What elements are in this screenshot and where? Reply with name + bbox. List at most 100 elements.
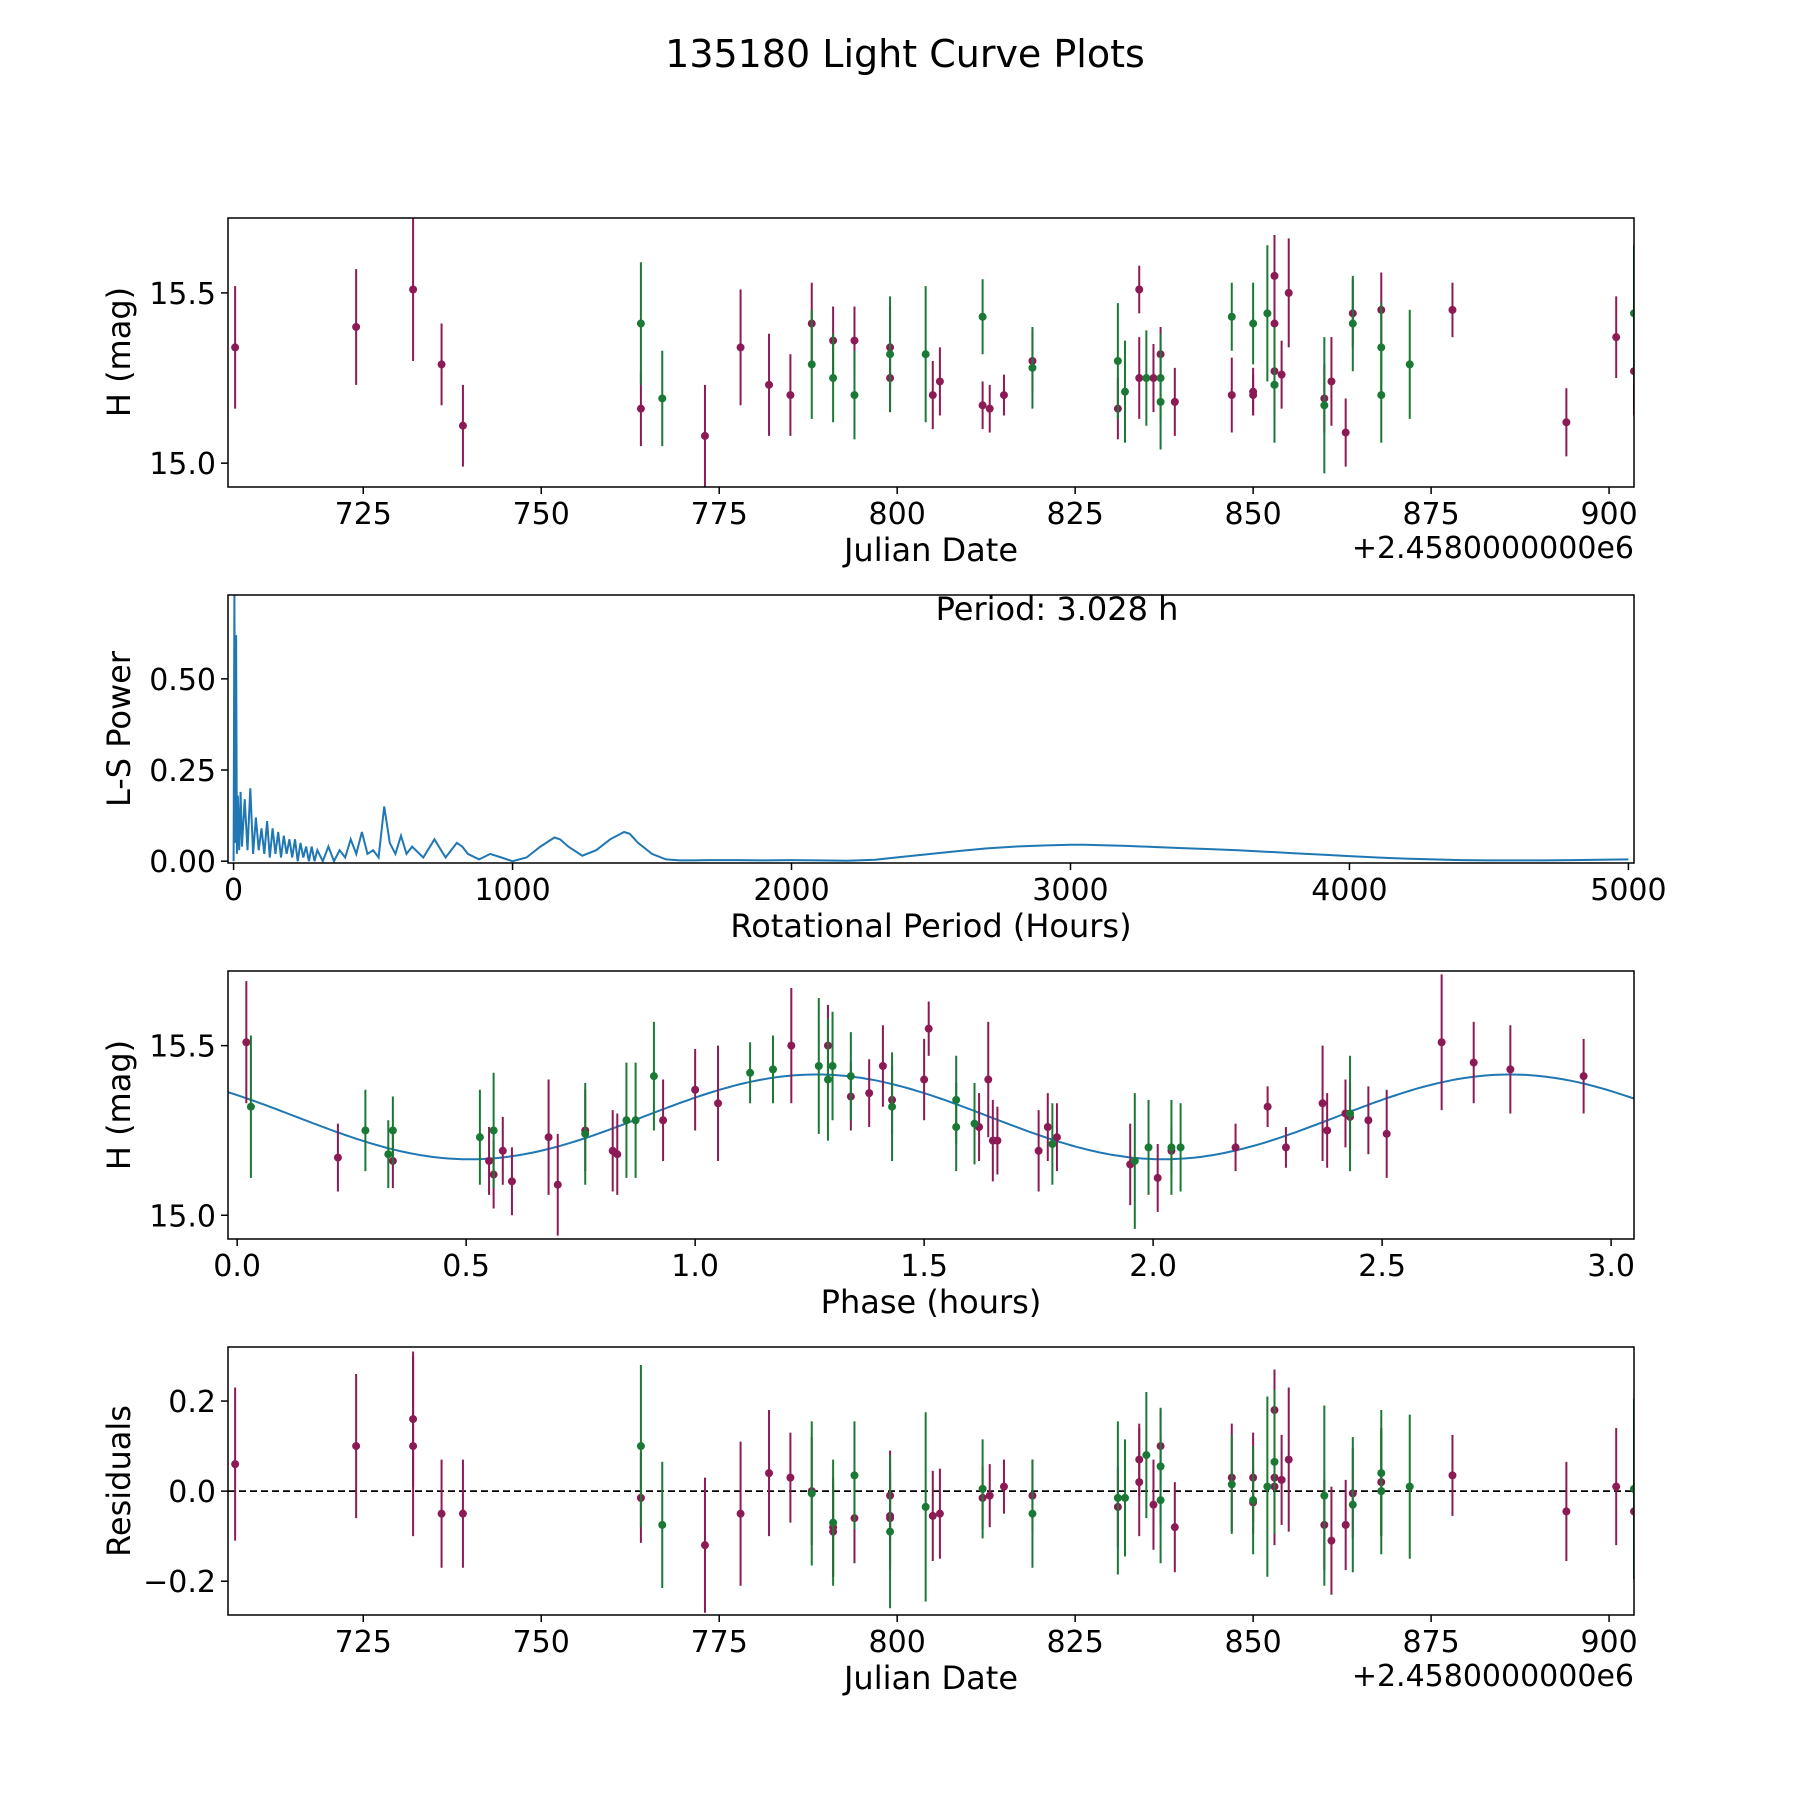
residuals-ytick-label: 0.0 [168, 1475, 216, 1510]
residuals-offset-text: +2.4580000000e6 [1352, 1659, 1634, 1694]
lightcurve-green-point [1263, 309, 1272, 318]
residuals-purple-point [231, 1460, 240, 1469]
lightcurve-offset-text: +2.4580000000e6 [1352, 531, 1634, 566]
lightcurve-plot-area [231, 218, 1634, 487]
phased-purple-point [787, 1041, 796, 1050]
lightcurve-xtick-label: 825 [1047, 497, 1104, 532]
lightcurve-xlabel: Julian Date [842, 531, 1018, 569]
residuals-xtick-label: 875 [1402, 1625, 1459, 1660]
phased-xtick-label: 0.5 [442, 1249, 490, 1284]
residuals-purple-point [1341, 1520, 1350, 1529]
residuals-green-point [1320, 1491, 1329, 1500]
phased-frame [227, 970, 1635, 1240]
phased-purple-point [1281, 1143, 1290, 1152]
periodogram-panel: 0 1000 2000 3000 4000 5000 0.00 0.25 0.50 Period… [100, 590, 1667, 945]
phased-purple-point [1318, 1099, 1327, 1108]
phased-purple-point [1263, 1102, 1272, 1111]
phased-purple-point [1437, 1038, 1446, 1047]
phased-green-point [384, 1150, 393, 1159]
periodogram-power-line [232, 595, 1629, 863]
phased-green-point [846, 1072, 855, 1081]
phased-ylabel: H (mag) [100, 1040, 138, 1170]
residuals-green-point [636, 1442, 645, 1451]
residuals-purple-point [786, 1473, 795, 1482]
phased-green-point [388, 1126, 397, 1135]
lightcurve-frame [227, 217, 1635, 488]
figure-title: 135180 Light Curve Plots [665, 32, 1145, 76]
phased-green-point [814, 1061, 823, 1070]
lightcurve-purple-point [928, 391, 937, 400]
lightcurve-purple-point [1149, 374, 1158, 383]
phased-xtick-label: 1.5 [900, 1249, 948, 1284]
lightcurve-purple-point [935, 377, 944, 386]
phased-green-point [746, 1068, 755, 1077]
residuals-purple-point [935, 1509, 944, 1518]
phased-green-point [246, 1102, 255, 1111]
phased-purple-point [920, 1075, 929, 1084]
residuals-purple-point [352, 1442, 361, 1451]
residuals-xtick-label: 750 [513, 1625, 570, 1660]
lightcurve-purple-point [1277, 370, 1286, 379]
lightcurve-ytick-label: 15.0 [149, 447, 216, 482]
phased-purple-point [544, 1133, 553, 1142]
phased-xtick-label: 3.0 [1587, 1249, 1635, 1284]
phased-purple-point [659, 1116, 668, 1125]
lightcurve-xtick-label: 775 [691, 497, 748, 532]
residuals-purple-point [1277, 1475, 1286, 1484]
lightcurve-xtick-label: 750 [513, 497, 570, 532]
phased-green-point [828, 1061, 837, 1070]
lightcurve-purple-point [985, 404, 994, 413]
lightcurve-green-point [658, 394, 667, 403]
residuals-green-point [1142, 1451, 1151, 1460]
lightcurve-purple-point [1135, 374, 1144, 383]
phased-purple-point [878, 1061, 887, 1070]
lightcurve-panel: 725 750 775 800 825 850 875 900 15.0 15.5 Julian … [100, 217, 1638, 569]
residuals-green-point [829, 1518, 838, 1527]
residuals-purple-point [437, 1509, 446, 1518]
residuals-green-point [850, 1471, 859, 1480]
lightcurve-green-point [921, 350, 930, 359]
residuals-green-point [1249, 1496, 1258, 1505]
lightcurve-ylabel: H (mag) [100, 287, 138, 417]
lightcurve-purple-point [765, 380, 774, 389]
phased-panel: 0.0 0.5 1.0 1.5 2.0 2.5 3.0 15.0 15.5 Phase (hou… [100, 970, 1635, 1321]
residuals-xtick-label: 800 [869, 1625, 926, 1660]
phased-purple-point [242, 1038, 251, 1047]
residuals-purple-point [999, 1482, 1008, 1491]
lightcurve-purple-point [231, 343, 240, 352]
phased-purple-point [333, 1153, 342, 1162]
residuals-purple-point [458, 1509, 467, 1518]
residuals-green-point [1263, 1482, 1272, 1491]
residuals-purple-point [985, 1491, 994, 1500]
residuals-xtick-label: 725 [335, 1625, 392, 1660]
lightcurve-green-point [1630, 309, 1634, 318]
lightcurve-green-point [636, 319, 645, 328]
residuals-green-point [1377, 1487, 1386, 1496]
phased-xtick-label: 1.0 [671, 1249, 719, 1284]
lightcurve-green-point [1320, 401, 1329, 410]
residuals-purple-point [1170, 1523, 1179, 1532]
residuals-green-point [1028, 1509, 1037, 1518]
periodogram-ticks: 0 1000 2000 3000 4000 5000 0.00 0.25 0.50 [149, 663, 1666, 908]
lightcurve-green-point [1142, 374, 1151, 383]
residuals-purple-point [1284, 1455, 1293, 1464]
periodogram-ylabel: L-S Power [100, 650, 138, 807]
lightcurve-green-point [1348, 319, 1357, 328]
residuals-green-point [921, 1502, 930, 1511]
residuals-green-point [1120, 1493, 1129, 1502]
phased-purple-point [924, 1024, 933, 1033]
phased-green-point [1346, 1109, 1355, 1118]
lightcurve-green-point [886, 350, 895, 359]
lightcurve-purple-point [700, 431, 709, 440]
lightcurve-purple-point [978, 401, 987, 410]
lightcurve-green-point [1227, 312, 1236, 321]
residuals-green-point [1348, 1500, 1357, 1509]
phased-green-point [1144, 1143, 1153, 1152]
residuals-purple-point [1327, 1536, 1336, 1545]
residuals-purple-point [1612, 1482, 1621, 1491]
lightcurve-purple-point [786, 391, 795, 400]
lightcurve-marks [231, 218, 1634, 487]
phased-plot-area [228, 974, 1634, 1236]
periodogram-ytick-label: 0.50 [149, 663, 216, 698]
